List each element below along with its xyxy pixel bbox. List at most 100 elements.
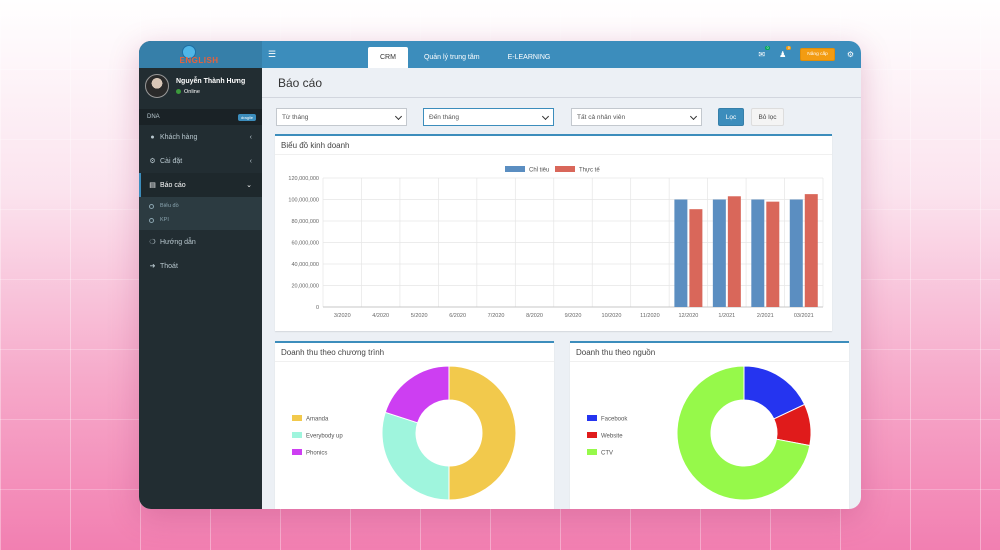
hamburger-menu-icon[interactable]: ☰ xyxy=(267,49,277,59)
from-month-value: Từ tháng xyxy=(282,113,309,121)
donut-slice[interactable] xyxy=(381,411,450,501)
users-icon: ♟ xyxy=(779,50,787,59)
x-tick-label: 9/2020 xyxy=(565,313,582,319)
y-tick-label: 0 xyxy=(316,305,319,311)
chevron-down-icon: ⌄ xyxy=(246,182,252,189)
upgrade-button[interactable]: Nâng cấp xyxy=(800,48,835,61)
legend-swatch[interactable] xyxy=(505,166,525,172)
sidebar-item-label: Hướng dẫn xyxy=(160,238,196,246)
staff-select[interactable]: Tất cả nhân viên xyxy=(571,108,702,126)
to-month-value: Đến tháng xyxy=(429,113,459,121)
submenu-item-kpi[interactable]: KPI xyxy=(139,213,262,227)
page-title: Báo cáo xyxy=(278,75,323,90)
source-revenue-title: Doanh thu theo nguồn xyxy=(570,343,849,362)
staff-value: Tất cả nhân viên xyxy=(577,113,626,121)
page-header: Báo cáo xyxy=(262,68,861,98)
users-icon: ● xyxy=(150,133,155,141)
people-badge: 0 xyxy=(786,46,792,50)
x-tick-label: 7/2020 xyxy=(488,313,505,319)
sidebar-item-label: Khách hàng xyxy=(160,133,198,141)
legend-swatch[interactable] xyxy=(587,449,597,455)
donut-slice[interactable] xyxy=(448,365,517,501)
legend-label: Amanda xyxy=(306,417,329,423)
people-button[interactable]: ♟ 0 xyxy=(779,46,792,59)
legend-swatch[interactable] xyxy=(292,432,302,438)
program-revenue-title: Doanh thu theo chương trình xyxy=(275,343,554,362)
bar-actual[interactable] xyxy=(766,201,780,307)
envelope-icon: ✉ xyxy=(758,50,766,59)
donut-slice[interactable] xyxy=(384,365,450,424)
x-tick-label: 03/2021 xyxy=(794,313,814,319)
program-revenue-box: Doanh thu theo chương trình Amanda Everyb… xyxy=(275,341,554,509)
app-window: ENGLISH Nguyễn Thành Hưng Online DNA dra… xyxy=(139,41,861,509)
sidebar: ENGLISH Nguyễn Thành Hưng Online DNA dra… xyxy=(139,41,262,509)
x-tick-label: 2/2021 xyxy=(757,313,774,319)
cogs-icon[interactable]: ⚙ xyxy=(846,50,854,59)
chevron-left-icon: ‹ xyxy=(249,157,252,165)
avatar xyxy=(145,74,169,98)
legend-label: CTV xyxy=(601,451,613,457)
tab-center-management[interactable]: Quản lý trung tâm xyxy=(423,54,480,61)
business-chart-box: Biểu đồ kinh doanh Chỉ tiêu Thực tế 0 20,00… xyxy=(275,134,832,331)
source-revenue-box: Doanh thu theo nguồn Facebook Website CTV xyxy=(570,341,849,509)
chevron-left-icon: ‹ xyxy=(249,133,252,141)
circle-icon xyxy=(149,203,154,209)
legend-swatch[interactable] xyxy=(587,432,597,438)
main-content: Báo cáo Từ tháng Đến tháng Tất cả nhân v… xyxy=(262,68,861,509)
x-tick-label: 4/2020 xyxy=(372,313,389,319)
bar-actual[interactable] xyxy=(689,209,703,307)
tab-crm[interactable]: CRM xyxy=(368,47,408,68)
tab-elearning[interactable]: E-LEARNING xyxy=(507,54,551,61)
to-month-select[interactable]: Đến tháng xyxy=(423,108,554,126)
legend-label: Phonics xyxy=(306,451,327,457)
program-revenue-donut: Amanda Everybody up Phonics xyxy=(292,365,517,501)
bar-target[interactable] xyxy=(751,199,765,308)
user-status-label: Online xyxy=(184,88,200,95)
x-tick-label: 6/2020 xyxy=(449,313,466,319)
chevron-down-icon xyxy=(541,112,550,121)
legend-swatch[interactable] xyxy=(587,415,597,421)
sidebar-item-label: Thoát xyxy=(160,262,178,270)
mail-badge: 0 xyxy=(765,46,771,50)
sidebar-item-label: Báo cáo xyxy=(160,181,186,189)
bar-actual[interactable] xyxy=(804,194,818,307)
x-tick-label: 5/2020 xyxy=(411,313,428,319)
sidebar-item-customers[interactable]: ● Khách hàng ‹ xyxy=(139,125,262,149)
submenu-item-chart[interactable]: Biểu đồ xyxy=(139,199,262,213)
bar-target[interactable] xyxy=(789,199,803,308)
cogs-icon: ⚙ xyxy=(149,158,156,165)
mail-button[interactable]: ✉ 0 xyxy=(758,46,771,59)
user-info: Nguyễn Thành Hưng Online xyxy=(176,78,245,95)
filter-bar: Từ tháng Đến tháng Tất cả nhân viên Lọc … xyxy=(276,108,796,126)
top-navbar: ☰ CRM Quản lý trung tâm E-LEARNING ✉ 0 ♟… xyxy=(262,41,861,68)
logo-bar[interactable]: ENGLISH xyxy=(139,41,262,68)
dna-label: DNA xyxy=(147,114,160,120)
sidebar-item-guide[interactable]: ❍ Hướng dẫn xyxy=(139,230,262,254)
top-right-actions: ✉ 0 ♟ 0 Nâng cấp ⚙ xyxy=(758,41,861,68)
bar-actual[interactable] xyxy=(727,196,741,307)
user-name: Nguyễn Thành Hưng xyxy=(176,77,246,85)
clear-filter-button[interactable]: Bỏ lọc xyxy=(751,108,784,126)
sidebar-item-logout[interactable]: ➜ Thoát xyxy=(139,254,262,278)
globe-logo-icon xyxy=(181,44,196,59)
logo[interactable]: ENGLISH xyxy=(178,44,224,66)
y-tick-label: 120,000,000 xyxy=(288,176,319,182)
sidebar-item-reports[interactable]: ▤ Báo cáo ⌄ xyxy=(139,173,262,197)
reports-submenu: Biểu đồ KPI xyxy=(139,197,262,230)
bar-target[interactable] xyxy=(712,199,726,308)
bar-target[interactable] xyxy=(674,199,688,308)
chevron-down-icon xyxy=(394,112,403,121)
donut-slice[interactable] xyxy=(676,365,811,501)
from-month-select[interactable]: Từ tháng xyxy=(276,108,407,126)
y-tick-label: 80,000,000 xyxy=(291,219,319,225)
business-bar-chart: Chỉ tiêu Thực tế 0 20,000,000 40,000,000 60,0… xyxy=(288,166,824,319)
legend-swatch[interactable] xyxy=(555,166,575,172)
legend-label: Chỉ tiêu xyxy=(529,167,549,174)
filter-button[interactable]: Lọc xyxy=(718,108,744,126)
legend-swatch[interactable] xyxy=(292,449,302,455)
legend-swatch[interactable] xyxy=(292,415,302,421)
sidebar-item-label: Cài đặt xyxy=(160,157,183,165)
dna-row: DNA dragile xyxy=(139,109,262,125)
x-tick-label: 3/2020 xyxy=(334,313,351,319)
sidebar-item-settings[interactable]: ⚙ Cài đặt ‹ xyxy=(139,149,262,173)
